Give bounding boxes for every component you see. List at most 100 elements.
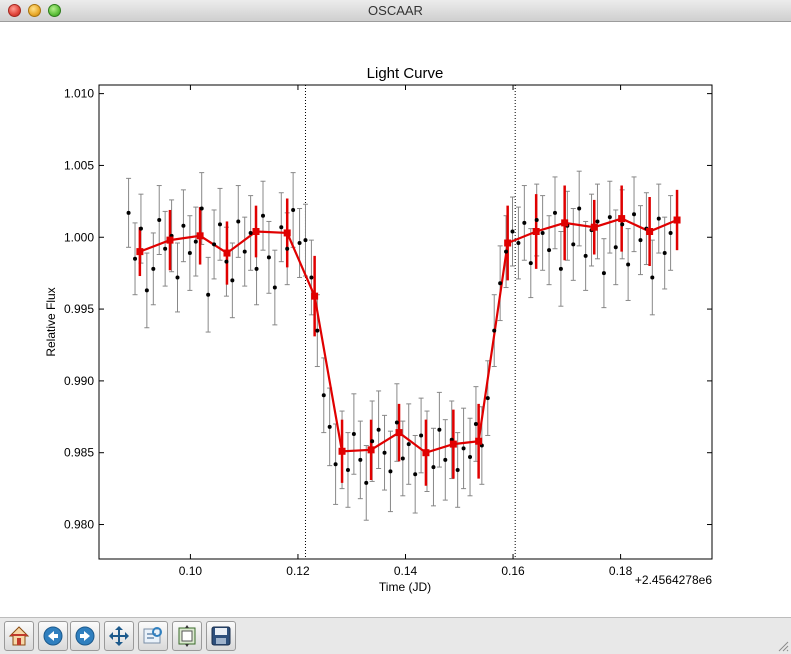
raw-data-point: [498, 281, 503, 286]
binned-data-point: [283, 229, 291, 237]
raw-data-point: [206, 292, 211, 297]
raw-data-point: [492, 328, 497, 333]
x-tick-label: 0.18: [609, 564, 633, 578]
x-tick-label: 0.12: [286, 564, 310, 578]
raw-data-point: [187, 251, 192, 256]
save-icon: [211, 626, 231, 646]
raw-data-point: [297, 241, 302, 245]
binned-data-point: [338, 447, 346, 455]
raw-data-point: [510, 229, 515, 234]
binned-data-point: [223, 249, 231, 257]
raw-data-point: [261, 213, 266, 218]
chart-title: Light Curve: [367, 65, 444, 82]
x-tick-label: 0.14: [394, 564, 418, 578]
zoom-rect-icon: [143, 627, 162, 644]
navigation-toolbar: [0, 617, 791, 654]
save-button[interactable]: [206, 621, 236, 651]
raw-data-point: [157, 218, 162, 223]
binned-data-point: [590, 223, 598, 231]
raw-data-point: [351, 432, 356, 437]
raw-data-point: [315, 328, 320, 333]
raw-data-point: [248, 230, 253, 235]
binned-data-point: [136, 248, 144, 256]
binned-data-point: [252, 228, 260, 236]
x-tick-label: 0.16: [501, 564, 525, 578]
maximize-window-button[interactable]: [48, 4, 61, 17]
raw-data-point: [528, 261, 533, 266]
binned-data-point: [422, 449, 430, 457]
raw-data-point: [321, 393, 326, 398]
raw-data-point: [638, 238, 643, 243]
back-button[interactable]: [38, 621, 68, 651]
configure-subplots-icon: [178, 625, 196, 647]
raw-data-point: [303, 238, 308, 243]
binned-data-point: [646, 228, 654, 236]
raw-data-point: [607, 215, 612, 220]
raw-data-point: [163, 246, 168, 251]
raw-data-point: [662, 251, 667, 256]
raw-data-point: [522, 220, 527, 225]
binned-data-point: [561, 219, 569, 227]
forward-arrow-icon: [75, 626, 95, 646]
y-tick-label: 1.000: [64, 230, 94, 244]
raw-data-point: [547, 248, 552, 253]
raw-data-point: [413, 472, 418, 477]
raw-data-point: [650, 275, 655, 280]
resize-grip-icon[interactable]: [777, 640, 789, 652]
minimize-window-button[interactable]: [28, 4, 41, 17]
raw-data-point: [473, 421, 478, 426]
forward-button[interactable]: [70, 621, 100, 651]
raw-data-point: [455, 467, 460, 472]
raw-data-point: [583, 253, 588, 258]
raw-data-point: [254, 266, 259, 271]
raw-data-point: [133, 256, 138, 261]
y-axis-label: Relative Flux: [44, 287, 58, 356]
binned-data-point: [367, 446, 375, 454]
raw-data-point: [230, 278, 235, 283]
pan-button[interactable]: [104, 621, 134, 651]
zoom-button[interactable]: [138, 621, 168, 651]
binned-data-point: [311, 292, 319, 300]
raw-data-point: [144, 288, 149, 293]
subplots-button[interactable]: [172, 621, 202, 651]
raw-data-point: [668, 230, 673, 235]
raw-data-point: [382, 450, 387, 455]
raw-data-point: [571, 242, 576, 247]
raw-data-point: [266, 255, 271, 260]
raw-data-point: [199, 206, 204, 211]
raw-data-point: [595, 219, 600, 224]
raw-data-point: [443, 457, 448, 462]
raw-data-point: [272, 285, 277, 290]
raw-data-point: [175, 275, 180, 280]
raw-data-point: [406, 442, 411, 447]
raw-data-point: [431, 465, 436, 470]
move-icon: [109, 626, 129, 646]
raw-data-point: [285, 246, 290, 251]
raw-data-point: [224, 259, 229, 264]
home-button[interactable]: [4, 621, 34, 651]
raw-data-point: [468, 455, 473, 460]
raw-data-point: [461, 446, 466, 451]
raw-data-point: [620, 222, 625, 227]
raw-data-point: [437, 427, 442, 432]
binned-data-point: [673, 216, 681, 224]
raw-data-point: [345, 467, 350, 472]
raw-data-point: [394, 420, 399, 425]
raw-data-point: [626, 262, 631, 267]
window-title: OSCAAR: [368, 3, 423, 18]
binned-data-point: [166, 236, 174, 244]
raw-data-point: [400, 456, 405, 461]
raw-data-point: [656, 216, 661, 221]
close-window-button[interactable]: [8, 4, 21, 17]
raw-data-point: [236, 219, 241, 224]
window-titlebar: OSCAAR: [0, 0, 791, 22]
raw-data-point: [577, 206, 582, 211]
back-arrow-icon: [43, 626, 63, 646]
raw-data-point: [558, 266, 563, 271]
y-tick-label: 0.980: [64, 518, 94, 532]
raw-data-point: [291, 207, 296, 212]
raw-data-point: [181, 223, 186, 228]
binned-data-point: [196, 232, 204, 240]
raw-data-point: [419, 433, 424, 438]
raw-data-point: [613, 245, 618, 250]
